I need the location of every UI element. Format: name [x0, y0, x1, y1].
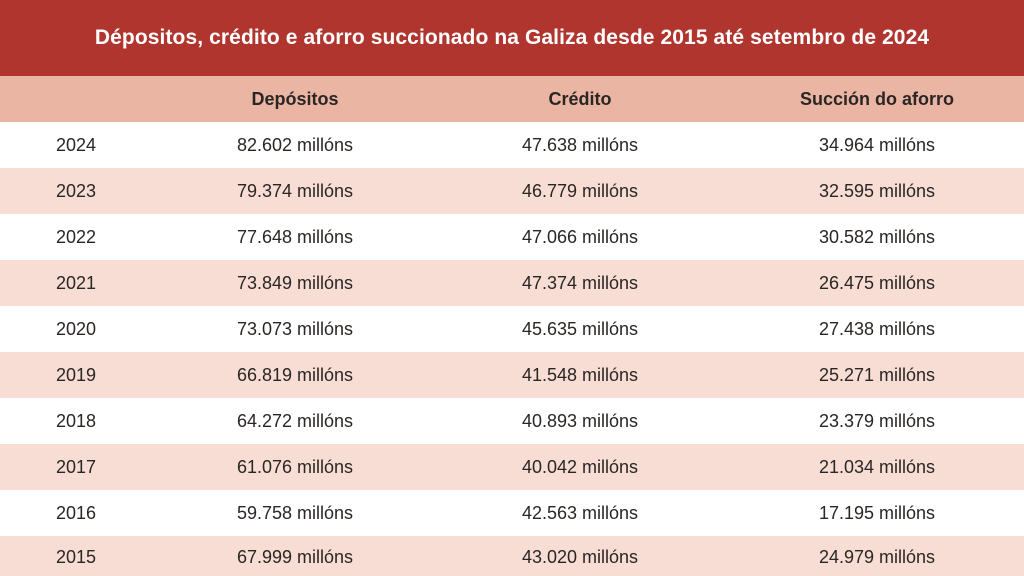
cell-year: 2017: [56, 456, 97, 477]
cell-year: 2022: [56, 226, 97, 247]
cell-credito: 47.066 millóns: [521, 226, 639, 247]
cell-succion: 25.271 millóns: [818, 364, 936, 385]
table-row: 2019 66.819 millóns 41.548 millóns 25.271 m…: [0, 352, 1024, 398]
table-row: 2022 77.648 millóns 47.066 millóns 30.582 m…: [0, 214, 1024, 260]
cell-depositos: 77.648 millóns: [236, 226, 354, 247]
table-row: 2021 73.849 millóns 47.374 millóns 26.475 m…: [0, 260, 1024, 306]
cell-succion: 32.595 millóns: [818, 180, 936, 201]
cell-credito: 40.042 millóns: [521, 456, 639, 477]
cell-succion: 24.979 millóns: [818, 546, 936, 567]
table-body: 2024 82.602 millóns 47.638 millóns 34.964 m…: [0, 122, 1024, 576]
cell-year: 2016: [56, 502, 97, 523]
cell-depositos: 61.076 millóns: [236, 456, 354, 477]
table-row: 2023 79.374 millóns 46.779 millóns 32.595 m…: [0, 168, 1024, 214]
cell-year: 2018: [56, 410, 97, 431]
cell-succion: 34.964 millóns: [818, 134, 936, 155]
cell-succion: 23.379 millóns: [818, 410, 936, 431]
cell-depositos: 73.073 millóns: [236, 318, 354, 339]
cell-credito: 41.548 millóns: [521, 364, 639, 385]
header-depositos: Depósitos: [251, 88, 339, 109]
cell-succion: 27.438 millóns: [818, 318, 936, 339]
table-row: 2020 73.073 millóns 45.635 millóns 27.438 m…: [0, 306, 1024, 352]
table-header-row: Depósitos Crédito Succión do aforro: [0, 76, 1024, 122]
cell-credito: 46.779 millóns: [521, 180, 639, 201]
table-row: 2024 82.602 millóns 47.638 millóns 34.964 m…: [0, 122, 1024, 168]
cell-succion: 21.034 millóns: [818, 456, 936, 477]
cell-year: 2019: [56, 364, 97, 385]
cell-credito: 47.374 millóns: [521, 272, 639, 293]
cell-depositos: 73.849 millóns: [236, 272, 354, 293]
header-succion: Succión do aforro: [799, 88, 954, 109]
table-row: 2018 64.272 millóns 40.893 millóns 23.379 m…: [0, 398, 1024, 444]
cell-succion: 26.475 millóns: [818, 272, 936, 293]
cell-year: 2024: [56, 134, 97, 155]
table-title: Dépositos, crédito e aforro succionado n…: [0, 0, 1024, 76]
cell-depositos: 82.602 millóns: [236, 134, 354, 155]
cell-depositos: 67.999 millóns: [236, 546, 354, 567]
cell-year: 2021: [56, 272, 97, 293]
cell-credito: 45.635 millóns: [521, 318, 639, 339]
cell-succion: 30.582 millóns: [818, 226, 936, 247]
cell-depositos: 79.374 millóns: [236, 180, 354, 201]
cell-depositos: 59.758 millóns: [236, 502, 354, 523]
cell-depositos: 66.819 millóns: [236, 364, 354, 385]
cell-credito: 47.638 millóns: [521, 134, 639, 155]
table-row: 2015 67.999 millóns 43.020 millóns 24.979 m…: [0, 536, 1024, 576]
cell-depositos: 64.272 millóns: [236, 410, 354, 431]
cell-succion: 17.195 millóns: [818, 502, 936, 523]
header-credito: Crédito: [548, 88, 612, 109]
cell-year: 2020: [56, 318, 97, 339]
table-row: 2017 61.076 millóns 40.042 millóns 21.034 m…: [0, 444, 1024, 490]
cell-credito: 43.020 millóns: [521, 546, 639, 567]
cell-year: 2015: [56, 546, 97, 567]
cell-credito: 42.563 millóns: [521, 502, 639, 523]
cell-year: 2023: [56, 180, 97, 201]
cell-credito: 40.893 millóns: [521, 410, 639, 431]
table-row: 2016 59.758 millóns 42.563 millóns 17.195 m…: [0, 490, 1024, 536]
